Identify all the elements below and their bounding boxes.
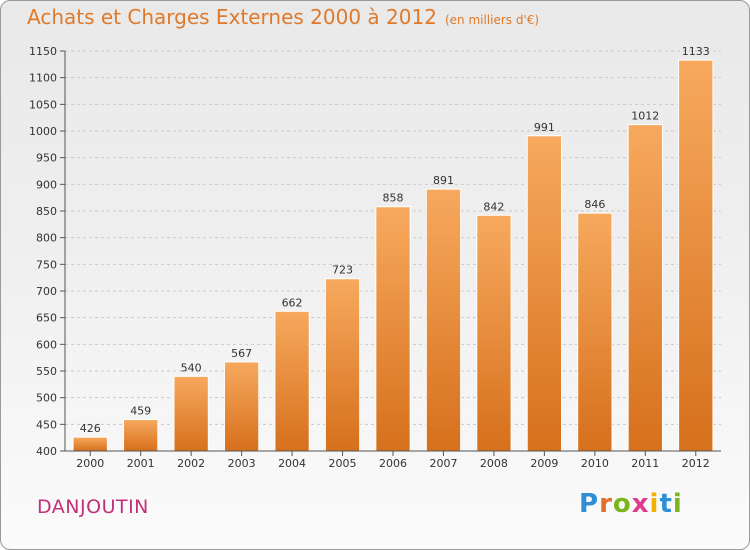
bar-2004 bbox=[274, 310, 310, 452]
data-label-2003: 567 bbox=[231, 347, 252, 360]
x-tick-label-2008: 2008 bbox=[480, 457, 508, 470]
logo-letter: r bbox=[599, 489, 613, 519]
x-tick-label-2006: 2006 bbox=[379, 457, 407, 470]
y-tick-label: 900 bbox=[36, 178, 57, 191]
data-label-2009: 991 bbox=[534, 121, 555, 134]
y-tick-label: 850 bbox=[36, 205, 57, 218]
bar-2011 bbox=[627, 124, 663, 452]
bar-2008 bbox=[476, 214, 512, 452]
y-tick-label: 450 bbox=[36, 418, 57, 431]
data-label-2008: 842 bbox=[483, 200, 504, 213]
commune-name: DANJOUTIN bbox=[37, 496, 149, 518]
data-label-2004: 662 bbox=[282, 296, 303, 309]
bar-2003 bbox=[223, 361, 260, 452]
bar-2012 bbox=[678, 59, 714, 452]
x-tick-label-2001: 2001 bbox=[127, 457, 155, 470]
data-label-2012: 1133 bbox=[682, 45, 710, 58]
bar-2000 bbox=[72, 436, 108, 452]
bar-2002 bbox=[173, 375, 209, 452]
data-label-2005: 723 bbox=[332, 264, 353, 277]
axes: 400 450 500 550 600 650 700 750 800 850 900 950 1000… bbox=[29, 45, 721, 470]
logo-letter: x bbox=[631, 489, 650, 519]
bar-2007 bbox=[425, 188, 462, 452]
logo-letter: o bbox=[612, 489, 632, 519]
proxiti-logo: Proxiti bbox=[579, 489, 683, 519]
logo-letter: P bbox=[579, 489, 600, 519]
logo-letter: i bbox=[672, 489, 683, 519]
logo-letter: i bbox=[649, 489, 660, 519]
y-tick-label: 950 bbox=[36, 152, 57, 165]
data-label-2002: 540 bbox=[181, 361, 202, 374]
y-tick-label: 500 bbox=[36, 392, 57, 405]
y-tick-label: 650 bbox=[36, 312, 57, 325]
y-tick-label: 750 bbox=[36, 258, 57, 271]
chart-title: Achats et Charges Externes 2000 à 2012 (e… bbox=[27, 5, 539, 29]
bar-2010 bbox=[577, 212, 613, 452]
x-tick-label-2003: 2003 bbox=[228, 457, 256, 470]
bars: 426 459 540 567 662 723 858 891 842 991 846 1012 113… bbox=[72, 45, 714, 452]
y-tick-label: 1150 bbox=[29, 45, 57, 58]
bar-2001 bbox=[123, 419, 159, 452]
y-tick-label: 600 bbox=[36, 338, 57, 351]
x-tick-label-2007: 2007 bbox=[429, 457, 457, 470]
x-tick-label-2009: 2009 bbox=[530, 457, 558, 470]
x-tick-label-2011: 2011 bbox=[631, 457, 659, 470]
y-tick-label: 1050 bbox=[29, 98, 57, 111]
data-label-2000: 426 bbox=[80, 422, 101, 435]
bar-2006 bbox=[375, 206, 411, 452]
y-tick-label: 400 bbox=[36, 445, 57, 458]
chart-title-text: Achats et Charges Externes 2000 à 2012 bbox=[27, 5, 437, 29]
x-tick-label-2002: 2002 bbox=[177, 457, 205, 470]
x-tick-label-2012: 2012 bbox=[682, 457, 710, 470]
data-label-2010: 846 bbox=[584, 198, 605, 211]
data-label-2006: 858 bbox=[383, 192, 404, 205]
y-tick-label: 550 bbox=[36, 365, 57, 378]
bar-2009 bbox=[526, 135, 563, 452]
x-tick-label-2010: 2010 bbox=[581, 457, 609, 470]
x-tick-label-2000: 2000 bbox=[76, 457, 104, 470]
y-tick-label: 700 bbox=[36, 285, 57, 298]
chart-subtitle: (en milliers d'€) bbox=[444, 13, 540, 27]
data-label-2007: 891 bbox=[433, 174, 454, 187]
data-label-2001: 459 bbox=[130, 405, 151, 418]
y-tick-label: 800 bbox=[36, 232, 57, 245]
y-tick-label: 1000 bbox=[29, 125, 57, 138]
x-tick-label-2005: 2005 bbox=[329, 457, 357, 470]
bar-2005 bbox=[324, 278, 361, 452]
data-label-2011: 1012 bbox=[631, 110, 659, 123]
x-tick-label-2004: 2004 bbox=[278, 457, 306, 470]
logo-letter: t bbox=[659, 489, 673, 519]
y-tick-label: 1100 bbox=[29, 72, 57, 85]
